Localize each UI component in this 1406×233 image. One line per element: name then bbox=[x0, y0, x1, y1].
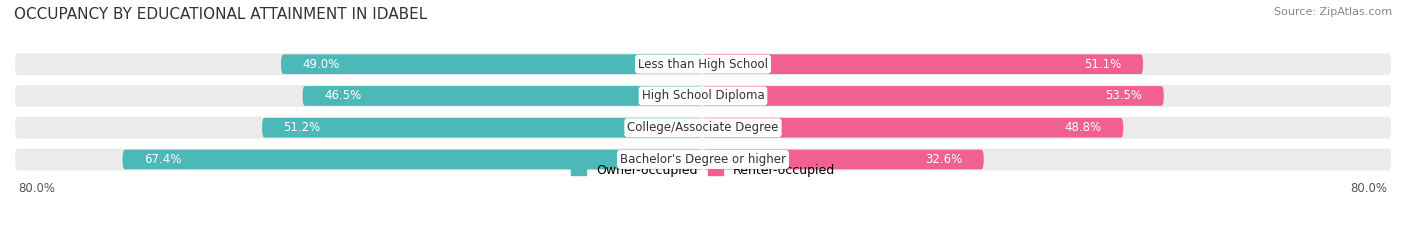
FancyBboxPatch shape bbox=[302, 86, 703, 106]
Text: Source: ZipAtlas.com: Source: ZipAtlas.com bbox=[1274, 7, 1392, 17]
Text: OCCUPANCY BY EDUCATIONAL ATTAINMENT IN IDABEL: OCCUPANCY BY EDUCATIONAL ATTAINMENT IN I… bbox=[14, 7, 427, 22]
FancyBboxPatch shape bbox=[262, 118, 703, 137]
Text: 48.8%: 48.8% bbox=[1064, 121, 1102, 134]
FancyBboxPatch shape bbox=[14, 147, 1392, 171]
Text: College/Associate Degree: College/Associate Degree bbox=[627, 121, 779, 134]
Text: 80.0%: 80.0% bbox=[1351, 182, 1388, 195]
Text: Bachelor's Degree or higher: Bachelor's Degree or higher bbox=[620, 153, 786, 166]
FancyBboxPatch shape bbox=[14, 52, 1392, 76]
Text: 80.0%: 80.0% bbox=[18, 182, 55, 195]
FancyBboxPatch shape bbox=[703, 86, 1164, 106]
FancyBboxPatch shape bbox=[122, 150, 703, 169]
FancyBboxPatch shape bbox=[14, 116, 1392, 140]
Text: 46.5%: 46.5% bbox=[323, 89, 361, 103]
Text: 67.4%: 67.4% bbox=[143, 153, 181, 166]
FancyBboxPatch shape bbox=[703, 54, 1143, 74]
Text: 51.1%: 51.1% bbox=[1084, 58, 1122, 71]
Text: 49.0%: 49.0% bbox=[302, 58, 340, 71]
Text: Less than High School: Less than High School bbox=[638, 58, 768, 71]
Text: 53.5%: 53.5% bbox=[1105, 89, 1142, 103]
FancyBboxPatch shape bbox=[14, 84, 1392, 108]
FancyBboxPatch shape bbox=[281, 54, 703, 74]
FancyBboxPatch shape bbox=[703, 118, 1123, 137]
Text: 32.6%: 32.6% bbox=[925, 153, 962, 166]
Text: High School Diploma: High School Diploma bbox=[641, 89, 765, 103]
FancyBboxPatch shape bbox=[703, 150, 984, 169]
Legend: Owner-occupied, Renter-occupied: Owner-occupied, Renter-occupied bbox=[567, 159, 839, 182]
Text: 51.2%: 51.2% bbox=[284, 121, 321, 134]
